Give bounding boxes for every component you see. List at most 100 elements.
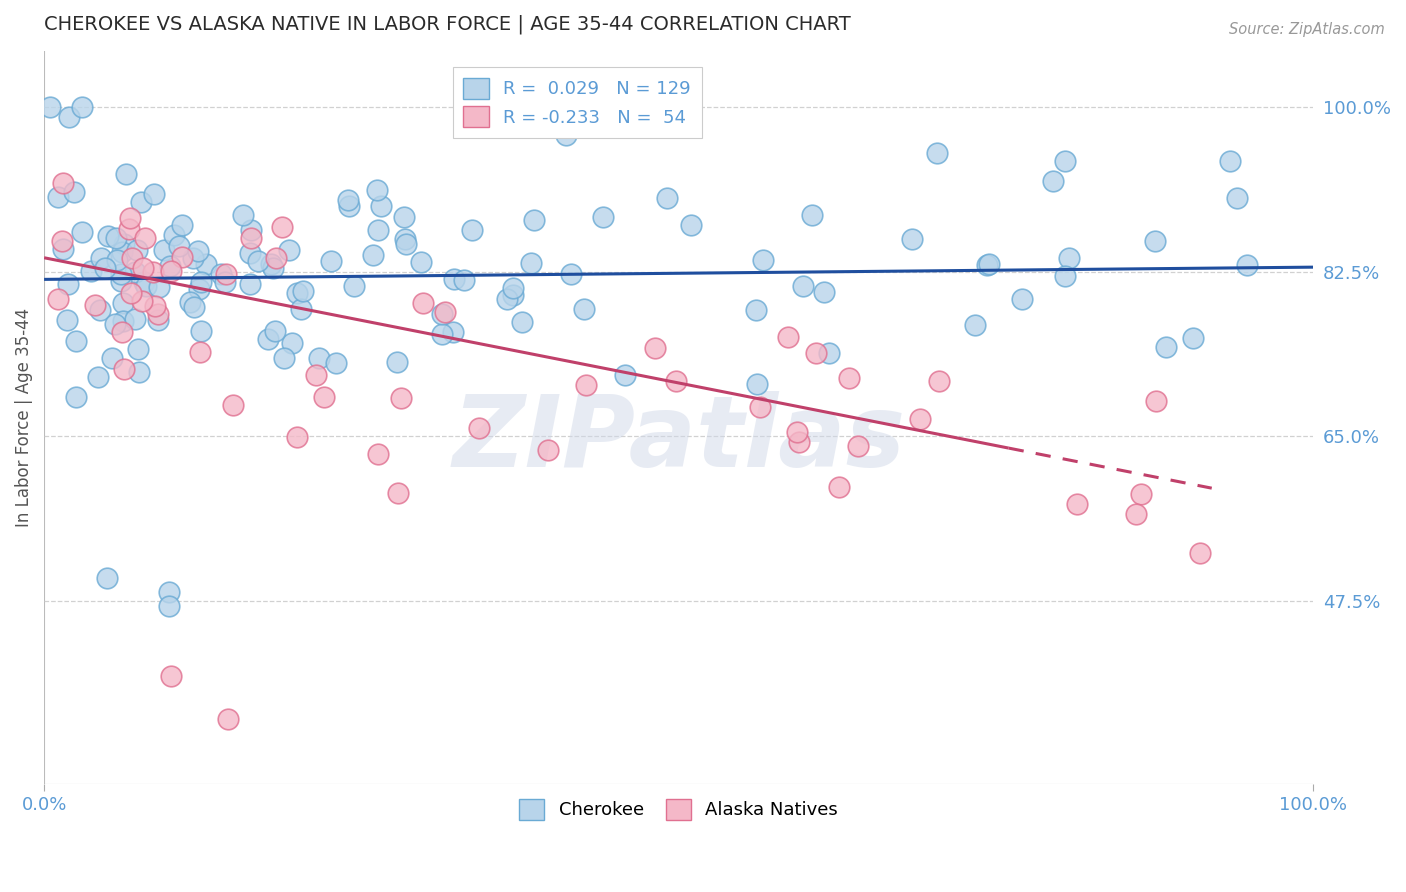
Point: [979, 257, 1001, 271]
Point: [124, 265, 146, 279]
Point: [96, 570, 118, 584]
Point: [65, 390, 87, 404]
Point: [110, 268, 132, 282]
Point: [128, 365, 150, 379]
Point: [394, 232, 416, 246]
Text: ZIPatlas: ZIPatlas: [453, 391, 905, 488]
Point: [1219, 154, 1241, 169]
Point: [285, 285, 308, 300]
Point: [818, 346, 841, 360]
Point: [160, 669, 183, 683]
Point: [111, 325, 134, 339]
Point: [901, 232, 924, 246]
Point: [264, 325, 287, 339]
Point: [387, 355, 409, 369]
Point: [120, 285, 142, 300]
Point: [104, 317, 127, 331]
Point: [1154, 340, 1177, 354]
Point: [434, 305, 457, 319]
Point: [337, 199, 360, 213]
Point: [132, 275, 155, 289]
Point: [146, 307, 169, 321]
Point: [104, 231, 127, 245]
Point: [256, 332, 278, 346]
Point: [361, 248, 384, 262]
Point: [170, 218, 193, 232]
Point: [778, 330, 800, 344]
Point: [101, 351, 124, 365]
Point: [1236, 258, 1258, 272]
Point: [560, 267, 582, 281]
Point: [110, 244, 132, 259]
Point: [58, 277, 80, 292]
Point: [214, 275, 236, 289]
Point: [124, 312, 146, 326]
Point: [908, 411, 931, 425]
Point: [1188, 545, 1211, 559]
Point: [1057, 251, 1080, 265]
Point: [343, 279, 366, 293]
Point: [214, 267, 236, 281]
Point: [146, 313, 169, 327]
Point: [80, 264, 103, 278]
Point: [510, 315, 533, 329]
Point: [94, 261, 117, 276]
Point: [187, 282, 209, 296]
Point: [305, 368, 328, 382]
Y-axis label: In Labor Force | Age 35-44: In Labor Force | Age 35-44: [15, 308, 32, 527]
Point: [321, 253, 343, 268]
Point: [131, 293, 153, 308]
Point: [748, 400, 770, 414]
Point: [468, 420, 491, 434]
Point: [745, 302, 768, 317]
Point: [132, 261, 155, 276]
Point: [65, 334, 87, 348]
Point: [70, 100, 93, 114]
Point: [52, 176, 75, 190]
Point: [655, 191, 678, 205]
Point: [963, 318, 986, 332]
Point: [461, 223, 484, 237]
Point: [273, 351, 295, 365]
Point: [537, 443, 560, 458]
Point: [928, 374, 950, 388]
Point: [86, 370, 108, 384]
Point: [409, 255, 432, 269]
Point: [148, 280, 170, 294]
Point: [394, 210, 416, 224]
Point: [246, 253, 269, 268]
Point: [209, 267, 232, 281]
Legend: Cherokee, Alaska Natives: Cherokee, Alaska Natives: [512, 791, 845, 827]
Point: [752, 253, 775, 268]
Point: [142, 265, 165, 279]
Point: [118, 211, 141, 226]
Point: [127, 343, 149, 357]
Point: [183, 300, 205, 314]
Point: [107, 252, 129, 267]
Point: [523, 212, 546, 227]
Point: [679, 218, 702, 232]
Point: [114, 361, 136, 376]
Point: [520, 256, 543, 270]
Point: [292, 285, 315, 299]
Point: [39, 100, 62, 114]
Point: [496, 293, 519, 307]
Point: [56, 313, 79, 327]
Point: [1144, 393, 1167, 408]
Point: [285, 430, 308, 444]
Point: [412, 295, 434, 310]
Point: [443, 272, 465, 286]
Point: [575, 378, 598, 392]
Point: [159, 599, 181, 613]
Point: [129, 195, 152, 210]
Point: [172, 250, 194, 264]
Point: [112, 237, 135, 252]
Point: [1066, 497, 1088, 511]
Point: [976, 258, 998, 272]
Point: [665, 374, 688, 388]
Point: [787, 435, 810, 450]
Point: [290, 302, 312, 317]
Point: [190, 275, 212, 289]
Point: [387, 486, 409, 500]
Point: [51, 234, 73, 248]
